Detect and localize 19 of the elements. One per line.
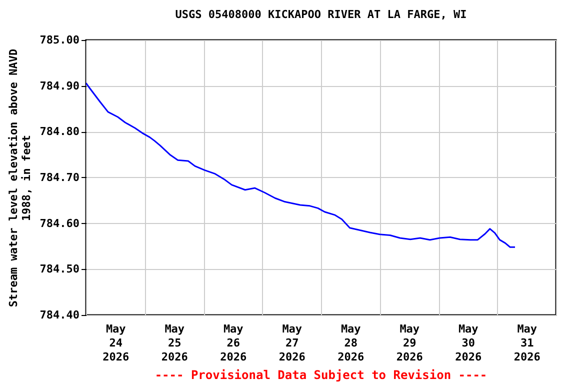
x-tick-label: May 27 2026 <box>278 322 306 364</box>
y-tick-label: 784.90 <box>40 79 80 92</box>
y-tick-label: 785.00 <box>40 34 80 46</box>
y-tick-label: 784.60 <box>40 216 80 230</box>
x-tick-label: May 25 2026 <box>161 322 188 364</box>
y-tick-label: 784.50 <box>40 262 80 276</box>
x-tick-label: May 26 2026 <box>220 322 247 364</box>
line-series <box>86 82 516 248</box>
y-tick-label: 784.80 <box>40 125 80 138</box>
y-tick-label: 784.70 <box>40 171 80 184</box>
x-tick-label: May 30 2026 <box>455 322 482 364</box>
y-axis-title: Stream water level elevation above NAVD 1988, in feet <box>6 48 33 308</box>
x-tick-label: May 31 2026 <box>514 322 541 364</box>
text: ---- Provisional Data Subject to Revision ---- <box>154 368 488 382</box>
y-tick-label: 784.40 <box>40 308 80 322</box>
chart-title: USGS 05408000 KICKAPOO RIVER AT LA FARGE, WI <box>175 8 467 21</box>
x-tick-label: May 29 2026 <box>396 322 424 364</box>
x-tick-label: May 28 2026 <box>338 322 364 364</box>
x-tick-label: May 24 2026 <box>102 322 130 364</box>
